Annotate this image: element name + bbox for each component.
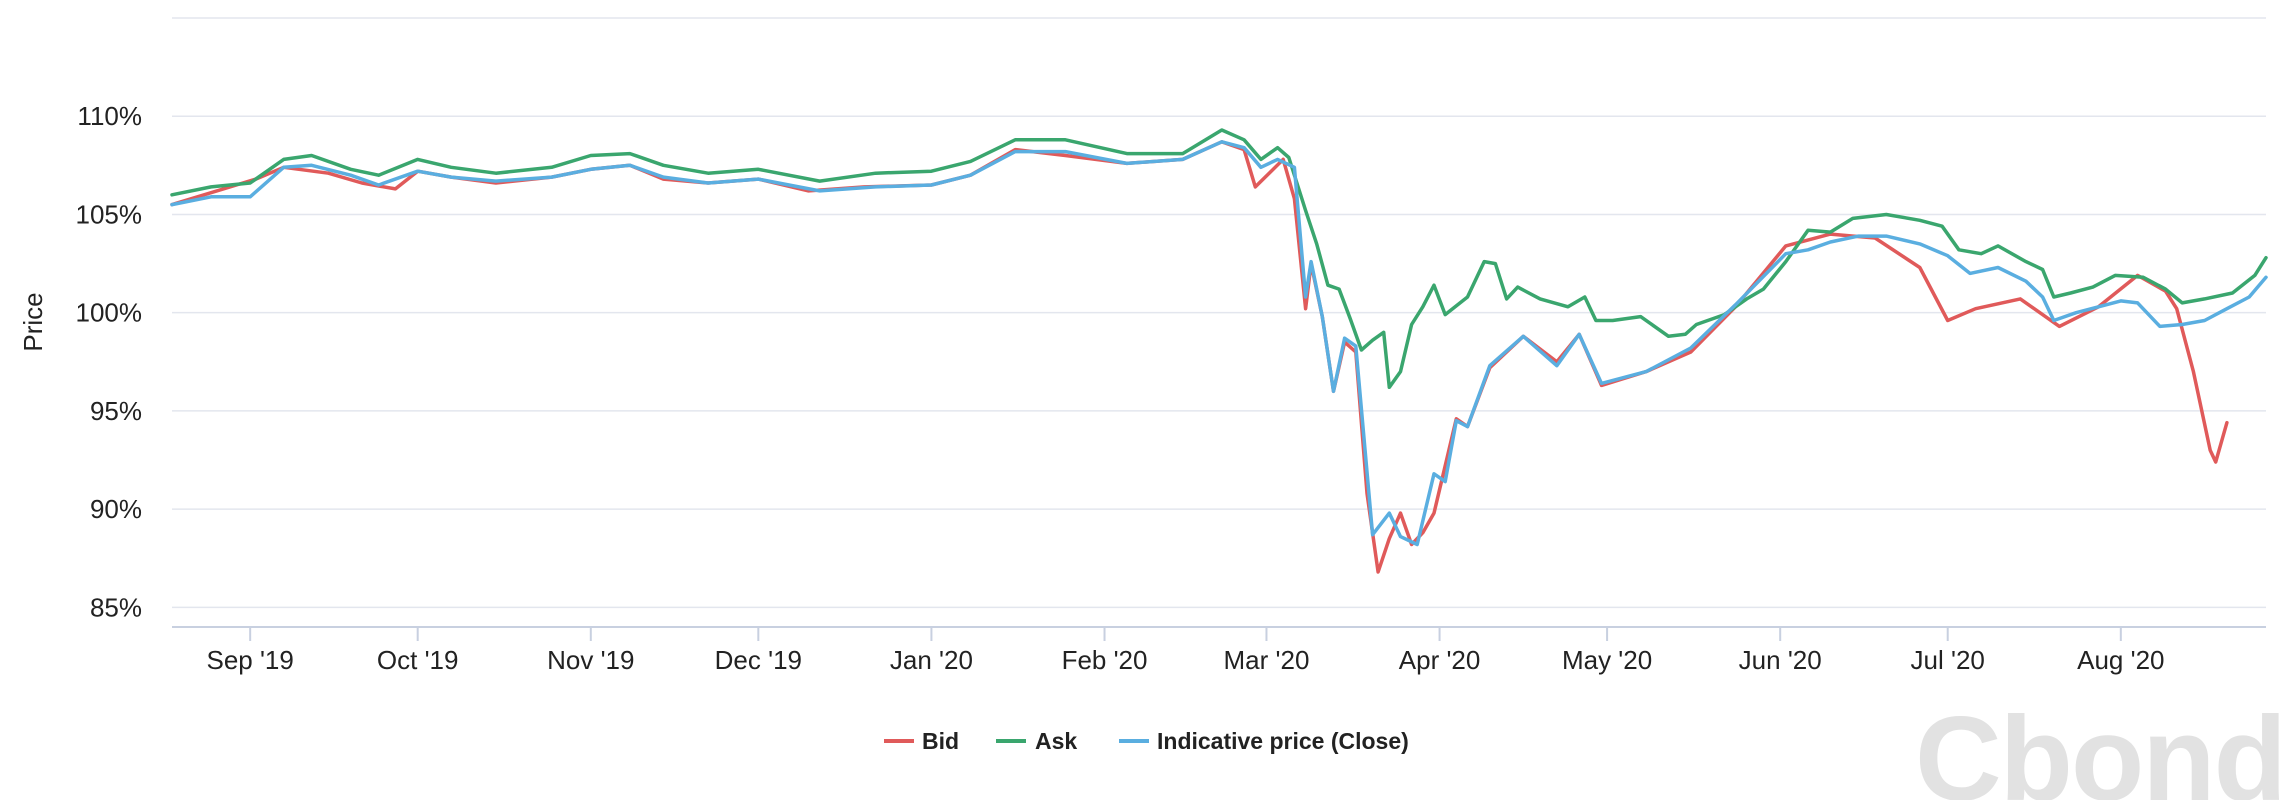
- x-tick-label: Mar '20: [1224, 645, 1310, 675]
- x-tick-label: Feb '20: [1062, 645, 1148, 675]
- x-tick-label: Jun '20: [1739, 645, 1822, 675]
- x-tick-label: Sep '19: [206, 645, 293, 675]
- y-tick-label: 110%: [77, 101, 142, 131]
- y-axis-ticks: 85% 90% 95% 100% 105% 110%: [76, 101, 143, 622]
- cbonds-watermark-logo: Cbonds: [1915, 692, 2284, 800]
- series-line-ask[interactable]: [170, 128, 2268, 390]
- legend-item-indicative-price[interactable]: Indicative price (Close): [1119, 728, 1409, 754]
- y-axis-label: Price: [18, 292, 48, 351]
- x-axis: Sep '19 Oct '19 Nov '19 Dec '19 Jan '20 Feb '…: [172, 626, 2266, 675]
- y-tick-label: 85%: [90, 592, 142, 622]
- x-tick-label: Jul '20: [1911, 645, 1985, 675]
- y-tick-label: 105%: [76, 199, 143, 229]
- legend-item-ask[interactable]: Ask: [996, 728, 1077, 754]
- x-tick-label: Apr '20: [1399, 645, 1481, 675]
- series-lines: [170, 128, 2268, 574]
- y-tick-label: 100%: [76, 298, 143, 328]
- series-line-bid[interactable]: [170, 140, 2229, 574]
- grid-lines: [172, 17, 2266, 609]
- x-tick-label: Oct '19: [377, 645, 459, 675]
- legend-item-bid[interactable]: Bid: [884, 728, 959, 754]
- legend-label-indicative-price: Indicative price (Close): [1157, 728, 1409, 754]
- legend-label-bid: Bid: [922, 728, 959, 754]
- y-tick-label: 90%: [90, 494, 142, 524]
- x-tick-label: May '20: [1562, 645, 1652, 675]
- x-tick-label: Nov '19: [547, 645, 634, 675]
- x-tick-label: Dec '19: [715, 645, 802, 675]
- x-tick-label: Aug '20: [2077, 645, 2164, 675]
- legend-label-ask: Ask: [1035, 728, 1077, 754]
- x-tick-label: Jan '20: [890, 645, 973, 675]
- series-line-indicative-price[interactable]: [170, 140, 2268, 547]
- legend: Bid Ask Indicative price (Close): [884, 728, 1409, 754]
- y-tick-label: 95%: [90, 396, 142, 426]
